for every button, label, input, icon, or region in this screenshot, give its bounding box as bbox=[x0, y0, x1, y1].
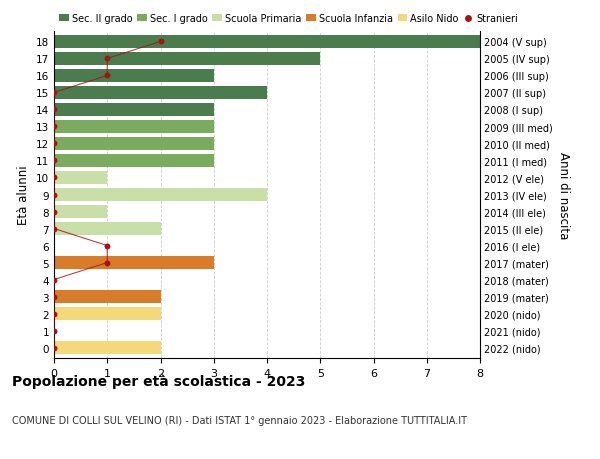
Point bbox=[49, 123, 59, 131]
Bar bbox=[54, 206, 107, 218]
Point bbox=[49, 276, 59, 284]
Y-axis label: Età alunni: Età alunni bbox=[17, 165, 31, 225]
Bar bbox=[54, 341, 161, 354]
Bar bbox=[54, 121, 214, 134]
Point bbox=[49, 90, 59, 97]
Point bbox=[103, 259, 112, 267]
Bar bbox=[54, 223, 161, 235]
Point bbox=[49, 157, 59, 165]
Text: Popolazione per età scolastica - 2023: Popolazione per età scolastica - 2023 bbox=[12, 374, 305, 389]
Legend: Sec. II grado, Sec. I grado, Scuola Primaria, Scuola Infanzia, Asilo Nido, Stran: Sec. II grado, Sec. I grado, Scuola Prim… bbox=[59, 14, 518, 24]
Bar bbox=[54, 308, 161, 320]
Bar bbox=[54, 53, 320, 66]
Point bbox=[49, 174, 59, 182]
Point bbox=[103, 242, 112, 250]
Point bbox=[49, 208, 59, 216]
Point bbox=[49, 106, 59, 114]
Point bbox=[156, 39, 166, 46]
Bar bbox=[54, 291, 161, 303]
Point bbox=[103, 56, 112, 63]
Point bbox=[49, 344, 59, 352]
Bar bbox=[54, 104, 214, 117]
Point bbox=[49, 225, 59, 233]
Point bbox=[49, 140, 59, 148]
Y-axis label: Anni di nascita: Anni di nascita bbox=[557, 151, 569, 239]
Bar bbox=[54, 172, 107, 185]
Bar bbox=[54, 87, 267, 100]
Bar bbox=[54, 257, 214, 269]
Point bbox=[49, 310, 59, 318]
Bar bbox=[54, 70, 214, 83]
Point bbox=[49, 327, 59, 335]
Point bbox=[49, 293, 59, 301]
Text: COMUNE DI COLLI SUL VELINO (RI) - Dati ISTAT 1° gennaio 2023 - Elaborazione TUTT: COMUNE DI COLLI SUL VELINO (RI) - Dati I… bbox=[12, 415, 467, 425]
Point bbox=[103, 73, 112, 80]
Bar bbox=[54, 155, 214, 168]
Bar bbox=[54, 138, 214, 151]
Point bbox=[49, 191, 59, 199]
Bar bbox=[54, 36, 480, 49]
Bar bbox=[54, 189, 267, 202]
